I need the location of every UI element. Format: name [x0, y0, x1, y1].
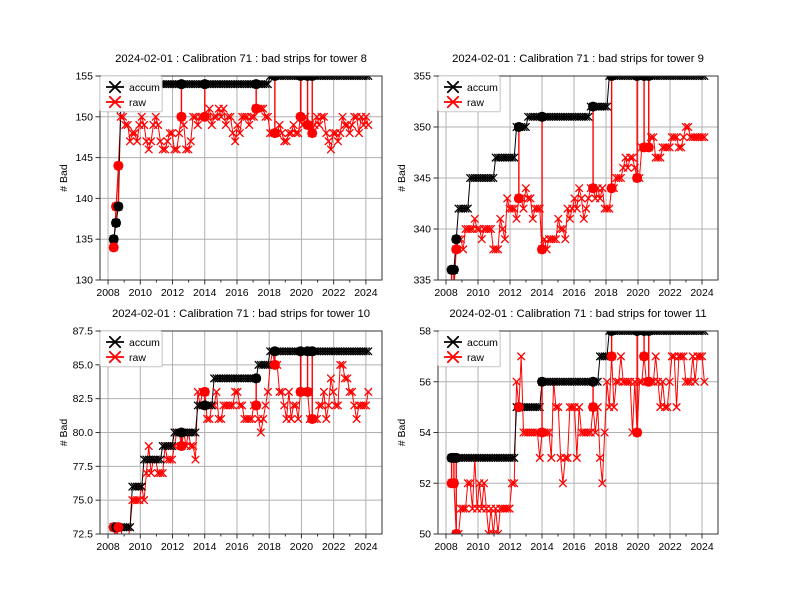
svg-text:# Bad: # Bad [58, 419, 70, 447]
svg-text:accum: accum [467, 337, 498, 349]
svg-text:50: 50 [419, 529, 431, 541]
svg-text:2012: 2012 [161, 287, 185, 299]
svg-text:2018: 2018 [594, 287, 618, 299]
svg-text:2012: 2012 [498, 541, 522, 553]
svg-text:2012: 2012 [161, 541, 185, 553]
svg-text:82.5: 82.5 [73, 393, 94, 405]
svg-text:355: 355 [413, 71, 431, 83]
svg-text:150: 150 [75, 111, 93, 123]
svg-text:340: 340 [413, 224, 431, 236]
svg-text:56: 56 [419, 376, 431, 388]
svg-text:2020: 2020 [290, 287, 314, 299]
svg-text:2016: 2016 [225, 287, 249, 299]
svg-text:2024-02-01 : Calibration 71 :: 2024-02-01 : Calibration 71 : bad strips… [452, 53, 704, 65]
svg-text:2014: 2014 [193, 287, 217, 299]
svg-text:87.5: 87.5 [73, 326, 94, 338]
svg-text:2014: 2014 [530, 287, 554, 299]
svg-text:2014: 2014 [530, 541, 554, 553]
svg-text:raw: raw [129, 97, 146, 109]
svg-text:raw: raw [467, 352, 484, 364]
svg-text:2012: 2012 [498, 287, 522, 299]
svg-text:2022: 2022 [658, 541, 682, 553]
svg-text:raw: raw [129, 352, 146, 364]
svg-text:2020: 2020 [626, 287, 650, 299]
svg-text:2010: 2010 [129, 541, 153, 553]
svg-text:85.0: 85.0 [73, 359, 94, 371]
svg-text:52: 52 [419, 478, 431, 490]
svg-text:2018: 2018 [258, 541, 282, 553]
svg-text:2024-02-01 : Calibration 71 :: 2024-02-01 : Calibration 71 : bad strips… [449, 308, 706, 320]
svg-text:2024-02-01 : Calibration 71 :: 2024-02-01 : Calibration 71 : bad strips… [112, 308, 370, 320]
svg-text:2008: 2008 [96, 541, 120, 553]
svg-text:130: 130 [75, 275, 93, 287]
svg-text:72.5: 72.5 [73, 529, 94, 541]
svg-text:accum: accum [129, 82, 160, 94]
svg-text:2024-02-01 : Calibration 71 :: 2024-02-01 : Calibration 71 : bad strips… [115, 53, 367, 65]
svg-text:2014: 2014 [193, 541, 217, 553]
svg-text:2018: 2018 [594, 541, 618, 553]
svg-text:2024: 2024 [690, 541, 714, 553]
svg-text:2018: 2018 [258, 287, 282, 299]
svg-text:145: 145 [75, 152, 93, 164]
svg-text:75.0: 75.0 [73, 495, 94, 507]
svg-text:345: 345 [413, 173, 431, 185]
svg-text:80.0: 80.0 [73, 427, 94, 439]
svg-text:2016: 2016 [562, 541, 586, 553]
svg-text:2016: 2016 [562, 287, 586, 299]
svg-text:140: 140 [75, 193, 93, 205]
svg-text:# Bad: # Bad [396, 164, 408, 192]
svg-text:accum: accum [129, 337, 160, 349]
svg-text:# Bad: # Bad [396, 419, 408, 447]
svg-text:2008: 2008 [434, 541, 458, 553]
svg-text:2024: 2024 [690, 287, 714, 299]
svg-text:2022: 2022 [322, 287, 346, 299]
svg-text:2024: 2024 [354, 541, 378, 553]
svg-text:155: 155 [75, 71, 93, 83]
svg-text:2022: 2022 [322, 541, 346, 553]
svg-text:2022: 2022 [658, 287, 682, 299]
svg-text:335: 335 [413, 275, 431, 287]
svg-text:accum: accum [467, 82, 498, 94]
svg-text:2010: 2010 [129, 287, 153, 299]
svg-text:2010: 2010 [466, 287, 490, 299]
svg-text:54: 54 [419, 427, 431, 439]
svg-text:2008: 2008 [96, 287, 120, 299]
svg-text:2008: 2008 [434, 287, 458, 299]
svg-text:58: 58 [419, 326, 431, 338]
svg-text:350: 350 [413, 122, 431, 134]
svg-text:135: 135 [75, 234, 93, 246]
svg-text:77.5: 77.5 [73, 461, 94, 473]
svg-text:2010: 2010 [466, 541, 490, 553]
svg-text:raw: raw [467, 97, 484, 109]
svg-text:2020: 2020 [626, 541, 650, 553]
svg-text:2024: 2024 [354, 287, 378, 299]
svg-text:2020: 2020 [290, 541, 314, 553]
svg-text:# Bad: # Bad [58, 164, 70, 192]
svg-text:2016: 2016 [225, 541, 249, 553]
